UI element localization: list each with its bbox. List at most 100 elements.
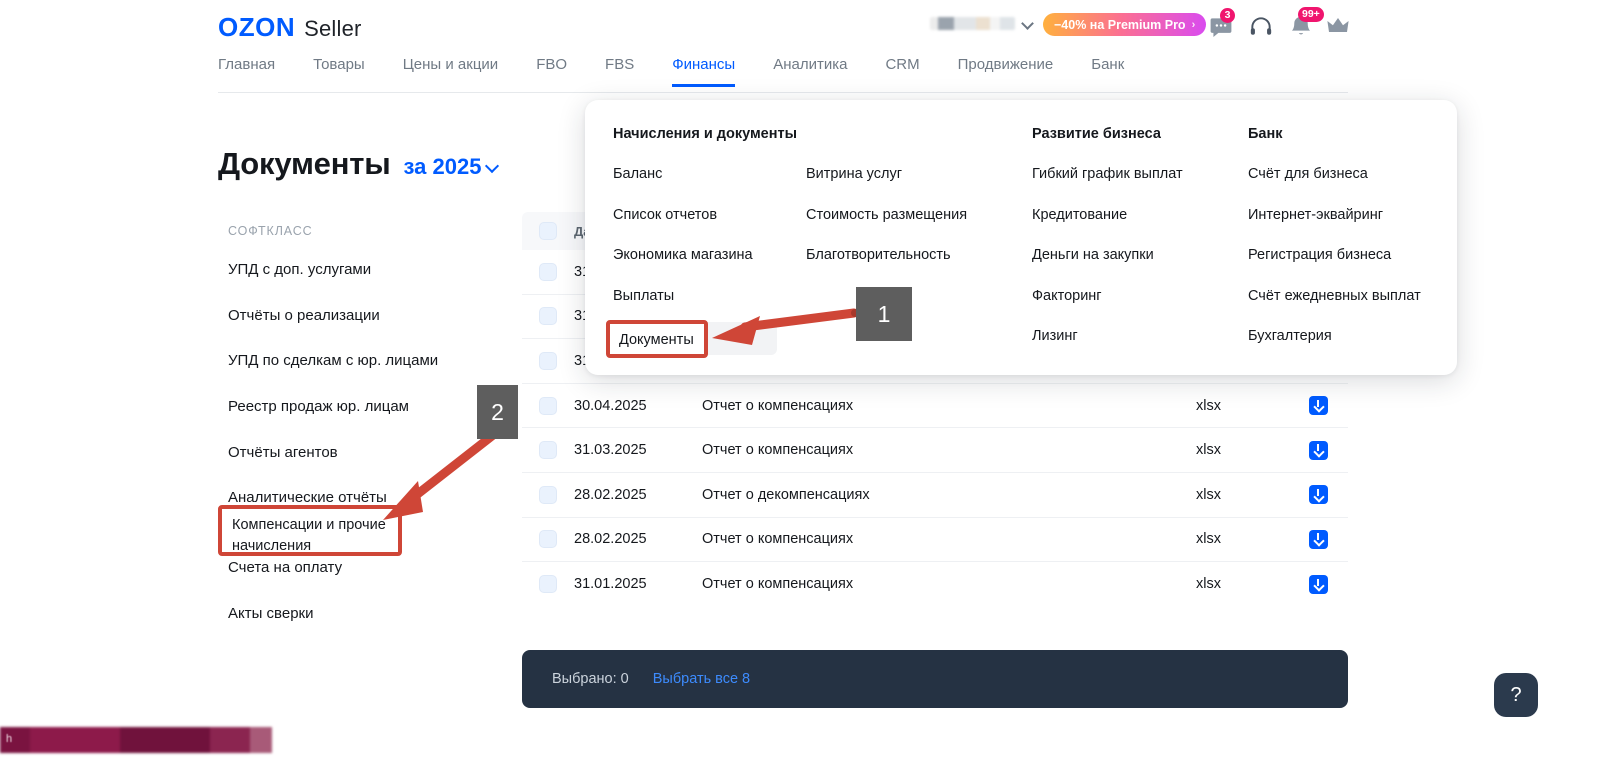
sidebar-item-scheta-na-oplatu[interactable]: Счета на оплату	[228, 559, 343, 577]
menu-item-registraciya-biznesa[interactable]: Регистрация бизнеса	[1248, 247, 1392, 263]
promo-label: −40% на Premium Pro	[1054, 17, 1186, 32]
row-name: Отчет о компенсациях	[702, 397, 854, 414]
browser-status-bar	[0, 727, 272, 753]
menu-item-schet-dlya-biznesa[interactable]: Счёт для бизнеса	[1248, 166, 1368, 182]
row-checkbox[interactable]	[522, 485, 574, 504]
select-all-checkbox[interactable]	[522, 222, 574, 240]
row-checkbox[interactable]	[522, 351, 574, 370]
menu-item-kreditovanie[interactable]: Кредитование	[1032, 206, 1128, 223]
nav-divider	[218, 92, 1348, 93]
annotation-box-menu-documents: Документы	[606, 320, 708, 358]
menu-item-spisok-otchetov[interactable]: Список отчетов	[613, 206, 718, 223]
annotation-marker-1: 1	[856, 287, 912, 341]
chat-icon[interactable]: 3	[1208, 8, 1235, 40]
download-icon	[1308, 574, 1328, 594]
account-switcher[interactable]	[930, 17, 1034, 30]
menu-item-ekonomika-magazina[interactable]: Экономика магазина	[613, 247, 753, 263]
row-date: 31.03.2025	[574, 442, 647, 459]
sidebar-item-upd-dop-uslugi[interactable]: УПД с доп. услугами	[228, 261, 372, 278]
row-checkbox[interactable]	[522, 530, 574, 549]
row-download-button[interactable]	[1288, 396, 1348, 416]
checkbox-icon	[539, 262, 557, 281]
menu-item-schet-ezhednevnyh-vyplat[interactable]: Счёт ежедневных выплат	[1248, 287, 1421, 304]
nav-item-glavnaya[interactable]: Главная	[218, 56, 276, 73]
nav-item-fbs[interactable]: FBS	[605, 56, 635, 73]
table-row[interactable]: 28.02.2025 Отчет о компенсациях xlsx	[522, 518, 1348, 563]
row-date: 28.02.2025	[574, 486, 647, 503]
menu-item-faktoring[interactable]: Факторинг	[1032, 287, 1102, 304]
nav-item-finansy[interactable]: Финансы	[672, 56, 735, 87]
menu-item-dokumenty[interactable]: Документы	[619, 332, 694, 348]
row-ext: xlsx	[1196, 531, 1221, 548]
nav-row: Главная Товары Цены и акции FBO FBS Фина…	[218, 56, 1348, 87]
menu-item-stoimost-razmeshcheniya[interactable]: Стоимость размещения	[806, 206, 968, 223]
nav-item-ceny-i-akcii[interactable]: Цены и акции	[402, 56, 499, 73]
menu-column-title: Банк	[1248, 126, 1283, 142]
year-filter[interactable]: за 2025	[404, 154, 500, 180]
table-row[interactable]: 30.04.2025 Отчет о компенсациях xlsx	[522, 384, 1348, 429]
chevron-down-icon	[1023, 18, 1034, 29]
sidebar: СОФТКЛАСС УПД с доп. услугами Отчёты о р…	[228, 224, 498, 650]
menu-item-lizing[interactable]: Лизинг	[1032, 328, 1078, 344]
menu-item-internet-ekvayring[interactable]: Интернет-эквайринг	[1248, 206, 1384, 223]
checkbox-icon	[539, 351, 557, 370]
row-date: 30.04.2025	[574, 397, 647, 414]
download-icon	[1308, 485, 1328, 505]
menu-item-buhgalteriya[interactable]: Бухгалтерия	[1248, 328, 1332, 344]
nav-item-analitika[interactable]: Аналитика	[773, 56, 848, 73]
sidebar-item-analiticheskie-otchety[interactable]: Аналитические отчёты	[228, 489, 387, 507]
row-download-button[interactable]	[1288, 529, 1348, 549]
row-ext: xlsx	[1196, 397, 1221, 414]
sidebar-item-akty-sverki[interactable]: Акты сверки	[228, 604, 314, 622]
row-download-button[interactable]	[1288, 574, 1348, 594]
browser-status-text: h	[6, 733, 15, 745]
menu-item-gibkiy-grafik-vyplat[interactable]: Гибкий график выплат	[1032, 166, 1183, 182]
row-download-button[interactable]	[1288, 485, 1348, 505]
row-ext: xlsx	[1196, 442, 1221, 459]
bell-icon[interactable]: 99+	[1288, 7, 1324, 40]
row-checkbox[interactable]	[522, 575, 574, 594]
nav-item-tovary[interactable]: Товары	[313, 56, 365, 73]
nav-item-fbo[interactable]: FBO	[536, 56, 568, 73]
row-download-button[interactable]	[1288, 440, 1348, 460]
sidebar-item-otchety-realizacii[interactable]: Отчёты о реализации	[228, 306, 380, 324]
row-checkbox[interactable]	[522, 307, 574, 326]
nav-item-prodvizhenie[interactable]: Продвижение	[957, 56, 1054, 73]
menu-item-vyplaty[interactable]: Выплаты	[613, 287, 675, 304]
row-checkbox[interactable]	[522, 441, 574, 460]
table-row[interactable]: 31.01.2025 Отчет о компенсациях xlsx	[522, 562, 1348, 607]
checkbox-icon	[539, 575, 557, 594]
nav-item-crm[interactable]: CRM	[885, 56, 920, 73]
sidebar-item-upd-sdelki-ur-lic[interactable]: УПД по сделкам с юр. лицами	[228, 352, 439, 370]
checkbox-icon	[539, 396, 557, 415]
ozon-seller-logo[interactable]: OZON Seller	[218, 12, 362, 43]
row-checkbox[interactable]	[522, 262, 574, 281]
headset-icon[interactable]	[1248, 14, 1274, 40]
help-button[interactable]: ?	[1494, 673, 1538, 717]
nav-item-bank[interactable]: Банк	[1091, 56, 1125, 73]
select-all-link[interactable]: Выбрать все 8	[652, 671, 751, 687]
row-name: Отчет о декомпенсациях	[702, 486, 870, 503]
menu-column-bank: Банк Счёт для бизнеса Интернет-эквайринг…	[1248, 126, 1453, 369]
premium-pro-promo-button[interactable]: −40% на Premium Pro ›	[1043, 13, 1207, 36]
sidebar-item-otchety-agentov[interactable]: Отчёты агентов	[228, 443, 338, 461]
table-row[interactable]: 28.02.2025 Отчет о декомпенсациях xlsx	[522, 473, 1348, 518]
crown-icon[interactable]	[1326, 14, 1352, 40]
finance-mega-menu: Начисления и документы Баланс Список отч…	[585, 100, 1457, 375]
row-name: Отчет о компенсациях	[702, 576, 854, 593]
menu-item-vitrina-uslug[interactable]: Витрина услуг	[806, 166, 903, 182]
chevron-down-icon	[487, 161, 499, 173]
row-checkbox[interactable]	[522, 396, 574, 415]
download-icon	[1308, 440, 1328, 460]
checkbox-icon	[539, 441, 557, 460]
year-filter-label: за 2025	[403, 154, 482, 179]
selected-count-label: Выбрано: 0	[552, 671, 629, 687]
page-title-row: Документы за 2025	[218, 146, 499, 182]
menu-item-dengi-na-zakupki[interactable]: Деньги на закупки	[1032, 247, 1154, 263]
menu-item-balans[interactable]: Баланс	[613, 166, 663, 182]
menu-item-blagotvoritelnost[interactable]: Благотворительность	[806, 247, 951, 263]
table-row[interactable]: 31.03.2025 Отчет о компенсациях xlsx	[522, 428, 1348, 473]
sidebar-item-kompensacii[interactable]: Компенсации и прочие начисления	[232, 517, 386, 554]
menu-column-title	[806, 126, 1031, 142]
sidebar-item-reestr-prodazh[interactable]: Реестр продаж юр. лицам	[228, 398, 409, 416]
